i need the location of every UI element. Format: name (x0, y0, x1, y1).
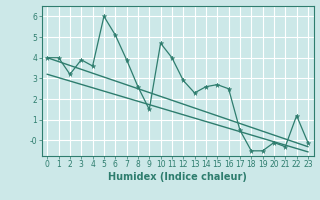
X-axis label: Humidex (Indice chaleur): Humidex (Indice chaleur) (108, 172, 247, 182)
